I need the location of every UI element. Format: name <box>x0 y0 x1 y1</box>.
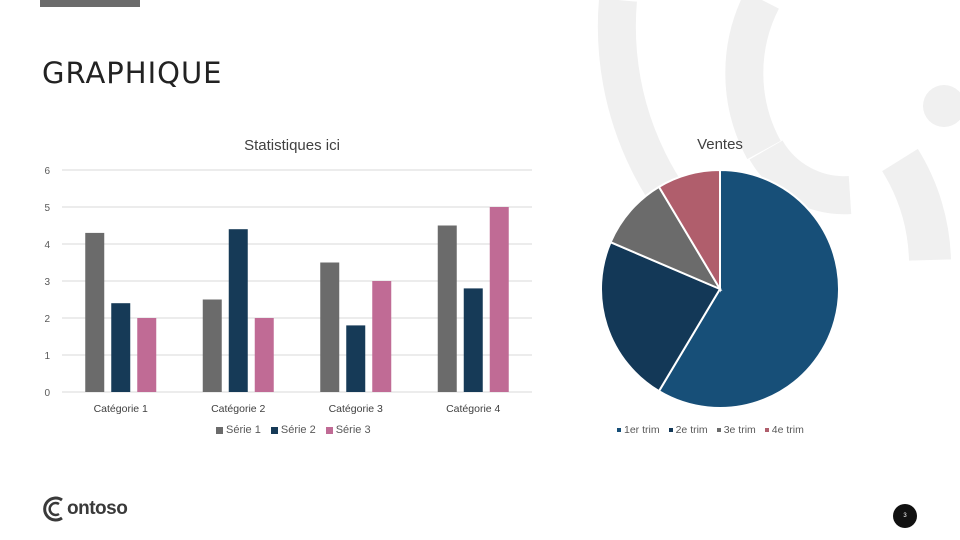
bar-3-1 <box>137 318 157 392</box>
bar-1-1 <box>85 232 105 392</box>
legend-swatch <box>216 426 223 434</box>
legend-item-serie-3: Série 3 <box>325 424 371 436</box>
y-tick-label: 6 <box>44 166 50 177</box>
legend-label: Série 2 <box>280 424 316 436</box>
x-tick-label: Catégorie 3 <box>329 403 383 415</box>
bar-2-4 <box>463 288 483 392</box>
legend-swatch <box>764 428 769 432</box>
bar-chart-legend: Série 1 Série 2 Série 3 <box>216 424 371 436</box>
legend-swatch <box>325 426 333 434</box>
bar-1-2 <box>202 299 222 392</box>
y-tick-label: 0 <box>44 388 50 399</box>
contoso-logo: C ontoso <box>40 494 128 524</box>
bar-1-4 <box>437 225 457 392</box>
legend-label: 3e trim <box>723 424 756 436</box>
legend-swatch <box>668 428 673 432</box>
bar-1-3 <box>320 262 340 392</box>
bar-2-3 <box>346 325 366 392</box>
pie-chart-title: Ventes <box>697 136 743 153</box>
legend-swatch <box>617 428 621 432</box>
legend-label: 2e trim <box>675 424 708 436</box>
pie-chart-legend: 1er trim 2e trim 3e trim 4e trim <box>617 424 804 436</box>
legend-item-trim-3: 3e trim <box>716 424 756 436</box>
pie-slice-2 <box>600 240 722 393</box>
logo-text: ontoso <box>67 498 128 519</box>
legend-item-trim-1: 1er trim <box>617 424 660 436</box>
page-number: 3 <box>893 504 917 528</box>
y-tick-label: 4 <box>44 240 50 251</box>
x-tick-label: Catégorie 1 <box>94 403 148 415</box>
legend-item-serie-1: Série 1 <box>216 424 261 436</box>
logo-c-icon: C <box>40 494 63 522</box>
pie-slice-4 <box>657 168 721 293</box>
legend-label: Série 3 <box>335 424 371 436</box>
legend-swatch <box>270 426 278 434</box>
pie-slice-1 <box>657 168 840 409</box>
legend-label: 1er trim <box>624 424 660 436</box>
page-title: GRAPHIQUE <box>42 56 223 90</box>
legend-item-trim-2: 2e trim <box>668 424 708 436</box>
legend-swatch <box>716 428 721 432</box>
logo-letter: C <box>40 494 41 495</box>
bar-3-2 <box>254 318 274 392</box>
pie-slice-3 <box>609 185 723 292</box>
y-tick-label: 1 <box>44 351 50 362</box>
legend-label: 4e trim <box>771 424 804 436</box>
x-tick-label: Catégorie 4 <box>446 403 500 415</box>
bar-3-3 <box>372 281 392 392</box>
legend-item-trim-4: 4e trim <box>764 424 804 436</box>
y-tick-label: 5 <box>44 203 50 214</box>
legend-label: Série 1 <box>226 424 261 436</box>
top-accent-bar <box>40 0 140 7</box>
bar-2-1 <box>111 303 131 392</box>
bar-2-2 <box>228 229 248 392</box>
bar-chart-title: Statistiques ici <box>244 137 340 154</box>
y-tick-label: 3 <box>44 277 50 288</box>
x-tick-label: Catégorie 2 <box>211 403 265 415</box>
bar-3-4 <box>489 207 509 392</box>
y-tick-label: 2 <box>44 314 50 325</box>
legend-item-serie-2: Série 2 <box>270 424 316 436</box>
